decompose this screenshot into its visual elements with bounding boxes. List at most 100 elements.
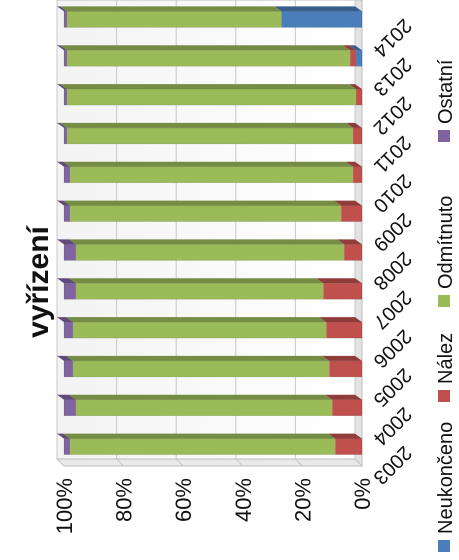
bar-segment (75, 244, 345, 261)
bar-segment (64, 166, 70, 183)
bar-outline (63, 321, 363, 339)
bar-segment-top (57, 45, 67, 51)
bar-segment (64, 244, 76, 261)
legend-swatch (438, 540, 450, 552)
bar-segment-top (62, 161, 354, 167)
bar-group-2003 (57, 433, 363, 455)
bar-segment (64, 283, 76, 300)
bar-group-2013 (57, 45, 363, 67)
bar-segment-top (319, 317, 362, 323)
bar-segment (64, 360, 73, 377)
gridline-floor (295, 458, 303, 467)
bar-segment (353, 127, 362, 144)
value-tick-label: 40% (231, 478, 256, 522)
bar-segment (356, 50, 362, 67)
gridline-floor (56, 458, 65, 467)
bar-group-2005 (57, 355, 363, 378)
bar-segment (75, 399, 333, 416)
plot-floor (55, 458, 364, 467)
bar-outline (63, 360, 363, 378)
bar-segment (75, 283, 324, 300)
bar-segment-top (349, 84, 362, 90)
bar-segment-top (57, 122, 67, 128)
bar-segment-top (322, 355, 362, 361)
bar-segment (335, 438, 362, 455)
bar-group-2010 (57, 161, 363, 184)
bar-segment-top (349, 45, 362, 51)
gridline-floor (175, 458, 184, 467)
bar-segment (64, 127, 67, 144)
bar-segment-top (62, 433, 336, 439)
bar-outline (63, 205, 363, 222)
legend-label: Neukončeno (435, 422, 457, 534)
gridline-floor (235, 458, 244, 467)
bar-outline (63, 282, 363, 300)
legend-swatch (438, 130, 450, 142)
bar-segment-top (316, 278, 362, 284)
plot-area (55, 0, 364, 468)
bar-segment-top (65, 355, 330, 361)
bar-segment (64, 205, 70, 222)
bar-segment (281, 11, 362, 28)
bar-segment (332, 399, 362, 416)
bar-segment-top (337, 239, 362, 245)
bar-segment (64, 399, 76, 416)
bar-segment-top (57, 317, 73, 323)
bar-segment-top (68, 278, 324, 284)
bar-segment (72, 322, 327, 339)
bar-segment-top (59, 45, 351, 51)
bar-group-2009 (57, 200, 363, 222)
bar-segment (356, 89, 362, 106)
bar-outline (63, 438, 363, 455)
gridline-floor (354, 458, 363, 467)
bar-segment (72, 360, 330, 377)
bar-segment-top (57, 278, 76, 284)
bar-segment (323, 283, 362, 300)
bar-segment-top (68, 394, 333, 400)
value-tick-label: 80% (112, 478, 137, 522)
bar-segment-top (59, 6, 282, 12)
bar-segment (329, 360, 362, 377)
legend-swatch (438, 295, 450, 307)
bar-segment (69, 438, 336, 455)
bars (57, 6, 363, 455)
legend-swatch (438, 390, 450, 402)
bar-segment (69, 205, 342, 222)
legend-label: Nález (435, 333, 457, 384)
bar-segment (353, 166, 362, 183)
value-tick-label: 0% (350, 478, 375, 510)
bar-segment-top (59, 122, 354, 128)
bar-segment (66, 127, 354, 144)
bar-segment (341, 205, 362, 222)
bar-segment-top (343, 45, 357, 51)
bar-segment-top (57, 433, 70, 439)
gridline-floor (116, 458, 124, 467)
bar-group-2011 (57, 122, 363, 145)
bar-segment-top (57, 355, 73, 361)
value-axis: 0% 20% 40% 60% 80% 100% (52, 478, 375, 534)
bar-outline (63, 166, 363, 184)
bar-group-2007 (57, 278, 363, 300)
chart-title: vyřízení (22, 224, 55, 337)
bar-segment-top (57, 161, 70, 167)
bar-segment-top (57, 6, 67, 12)
bar-segment (69, 166, 354, 183)
bar-group-2004 (57, 394, 363, 417)
bar-segment-top (62, 200, 342, 206)
bar-group-2008 (57, 239, 363, 261)
bar-segment-top (274, 6, 362, 12)
bar-segment (64, 438, 70, 455)
value-tick-label: 20% (290, 478, 315, 522)
bar-segment-top (57, 200, 70, 206)
bar-segment (350, 50, 357, 67)
bar-outline (63, 399, 363, 417)
bar-segment-top (334, 200, 362, 206)
bar-outline (63, 49, 363, 67)
bar-group-2012 (57, 84, 363, 106)
legend-label: Ostatní (435, 59, 457, 124)
legend-label: Odmítnuto (435, 196, 457, 289)
bar-outline (63, 11, 363, 28)
bar-segment-top (57, 84, 67, 90)
value-tick-label: 100% (52, 478, 77, 534)
